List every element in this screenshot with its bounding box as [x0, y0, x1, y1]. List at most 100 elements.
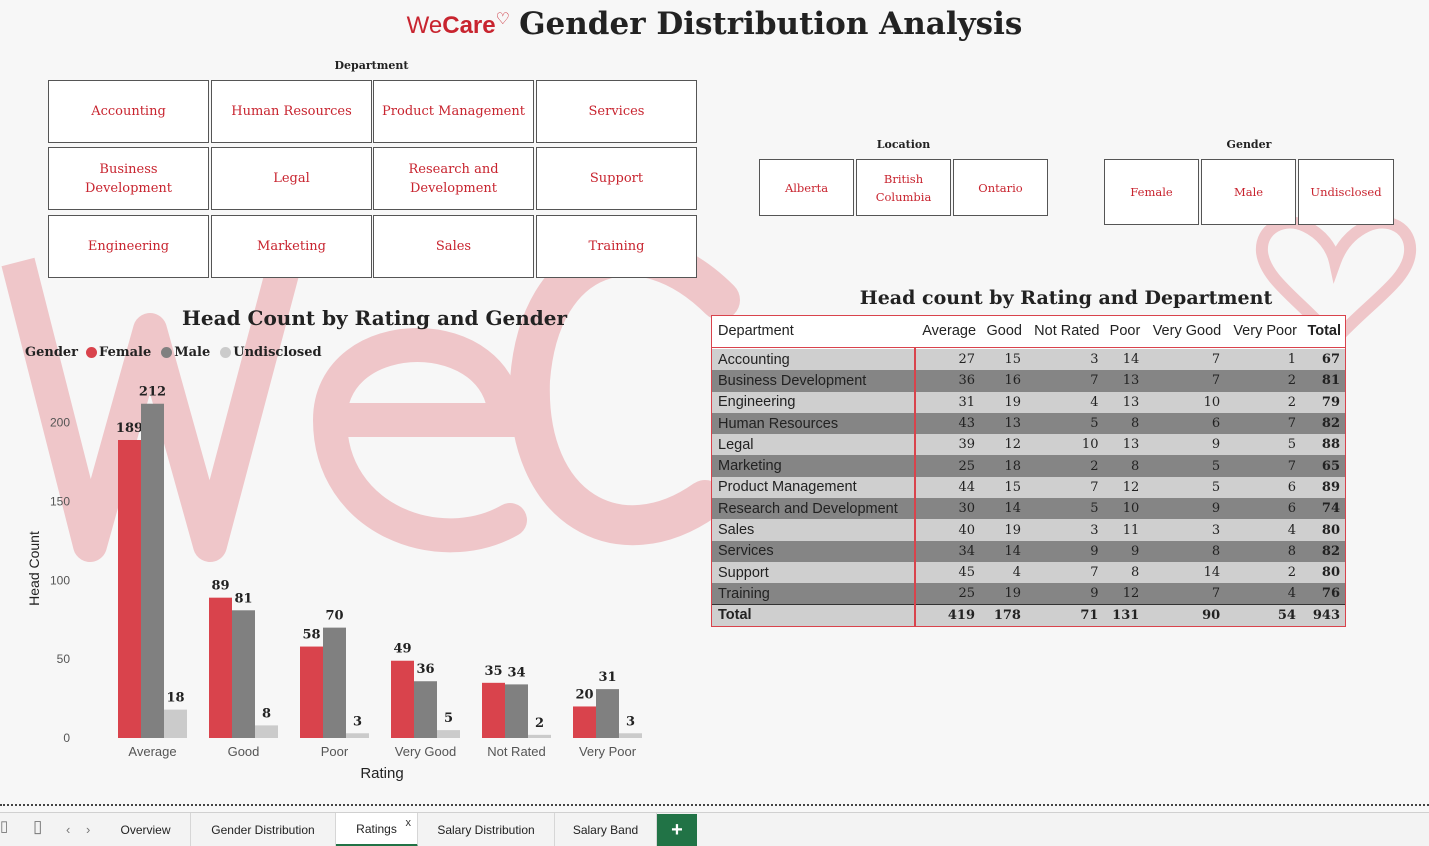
table-cell: 31 [914, 391, 981, 413]
rating-department-matrix: Department Average Good Not Rated Poor Very G… [711, 315, 1346, 627]
y-axis-label: Head Count [26, 531, 42, 606]
table-cell: 89 [1300, 476, 1345, 499]
scroll-left-icon[interactable]: ‹ [66, 822, 71, 837]
chart-legend: Gender Female Male Undisclosed [25, 345, 324, 360]
table-cell: 67 [1300, 349, 1345, 371]
row-label: Support [712, 561, 916, 584]
department-option-services[interactable]: Services [536, 80, 697, 143]
department-option-sales[interactable]: Sales [373, 215, 534, 278]
table-cell: 8 [1225, 540, 1301, 562]
close-tab-icon[interactable]: x [405, 817, 412, 829]
sheet-tab-gender-distribution[interactable]: Gender Distribution [191, 813, 336, 846]
x-tick-label: Very Good [395, 744, 456, 759]
table-row[interactable]: Business Development 36 16 7 13 7 2 81 [712, 370, 1345, 392]
column-header-very-poor[interactable]: Very Poor [1233, 323, 1297, 340]
department-option-business-development[interactable]: Business Development [48, 147, 209, 210]
gap-cell [712, 346, 916, 349]
legend-undisclosed-label[interactable]: Undisclosed [233, 345, 322, 360]
department-option-engineering[interactable]: Engineering [48, 215, 209, 278]
sheet-tab-ratings[interactable]: Ratings x [336, 813, 418, 846]
data-label: 3 [353, 714, 362, 729]
sheet-tab-label: Ratings [356, 821, 397, 836]
table-cell: 19 [980, 583, 1026, 605]
bar-female-average [118, 439, 141, 738]
location-option-ontario[interactable]: Ontario [953, 159, 1048, 216]
table-row[interactable]: Engineering 31 19 4 13 10 2 79 [712, 391, 1345, 413]
x-tick-label: Good [228, 744, 260, 759]
table-row[interactable]: Product Management 44 15 7 12 5 6 89 [712, 476, 1345, 499]
gender-option-male[interactable]: Male [1201, 159, 1296, 225]
department-option-human-resources[interactable]: Human Resources [211, 80, 372, 143]
column-header-average[interactable]: Average [922, 323, 977, 340]
table-cell: 5 [1025, 412, 1104, 435]
department-option-support[interactable]: Support [536, 147, 697, 210]
column-header-total[interactable]: Total [1307, 323, 1341, 340]
y-tick-label: 0 [63, 731, 70, 745]
header-gap-row [712, 346, 1345, 349]
table-cell: 5 [1144, 476, 1226, 499]
column-header-poor[interactable]: Poor [1109, 323, 1141, 340]
department-option-research-and-development[interactable]: Research and Development [373, 147, 534, 210]
legend-female-marker [86, 347, 98, 358]
table-total-row[interactable]: Total 419 178 71 131 90 54 943 [712, 604, 1345, 626]
table-row[interactable]: Services 34 14 9 9 8 8 82 [712, 540, 1345, 562]
table-cell: 13 [1103, 370, 1145, 392]
data-label: 3 [626, 714, 635, 729]
legend-female-label[interactable]: Female [99, 345, 152, 360]
table-cell: 9 [1025, 540, 1104, 562]
mobile-view-icon[interactable]: ▯ [33, 817, 43, 836]
table-cell: 27 [914, 349, 981, 371]
department-option-legal[interactable]: Legal [211, 147, 372, 210]
bar-undisclosed-not-rated [528, 734, 551, 738]
scroll-right-icon[interactable]: › [86, 822, 91, 837]
table-cell: 10 [1144, 391, 1226, 413]
data-label: 31 [598, 670, 616, 685]
department-option-training[interactable]: Training [536, 215, 697, 278]
sheet-tab-salary-band[interactable]: Salary Band [555, 813, 657, 846]
table-cell: 82 [1300, 540, 1345, 562]
gender-slicer-title: Gender [1226, 138, 1272, 151]
table-row[interactable]: Legal 39 12 10 13 9 5 88 [712, 434, 1345, 456]
location-option-british-columbia[interactable]: British Columbia [856, 159, 951, 216]
table-row[interactable]: Research and Development 30 14 5 10 9 6 74 [712, 498, 1345, 520]
table-cell: 39 [914, 434, 981, 456]
sheet-tab-label: Overview [120, 823, 171, 837]
sheet-tab-salary-distribution[interactable]: Salary Distribution [418, 813, 555, 846]
table-cell: 76 [1300, 583, 1345, 605]
legend-male-marker [161, 347, 173, 358]
row-label: Engineering [712, 391, 916, 413]
table-cell: 36 [914, 370, 981, 392]
gender-option-female[interactable]: Female [1104, 159, 1199, 225]
table-row[interactable]: Marketing 25 18 2 8 5 7 65 [712, 455, 1345, 477]
table-cell: 12 [1103, 583, 1145, 605]
table-cell: 79 [1300, 391, 1345, 413]
column-header-not-rated[interactable]: Not Rated [1034, 323, 1100, 340]
legend-male-label[interactable]: Male [174, 345, 211, 360]
table-row[interactable]: Training 25 19 9 12 7 4 76 [712, 583, 1345, 605]
department-option-product-management[interactable]: Product Management [373, 80, 534, 143]
row-label: Accounting [712, 349, 916, 371]
location-option-alberta[interactable]: Alberta [759, 159, 854, 216]
column-header-good[interactable]: Good [986, 323, 1022, 340]
gender-option-undisclosed[interactable]: Undisclosed [1298, 159, 1394, 225]
row-label: Business Development [712, 370, 916, 392]
table-cell: 25 [914, 583, 981, 605]
department-option-accounting[interactable]: Accounting [48, 80, 209, 143]
table-cell: 80 [1300, 519, 1345, 541]
column-header-department[interactable]: Department [718, 323, 794, 340]
x-tick-label: Poor [321, 744, 349, 759]
table-row[interactable]: Human Resources 43 13 5 8 6 7 82 [712, 412, 1345, 435]
table-cell: 9 [1025, 583, 1104, 605]
sheet-tab-overview[interactable]: Overview [101, 813, 191, 846]
sheet-view-icon[interactable]: ▯ [0, 818, 9, 835]
department-option-marketing[interactable]: Marketing [211, 215, 372, 278]
column-header-very-good[interactable]: Very Good [1152, 323, 1222, 340]
table-row[interactable]: Sales 40 19 3 11 3 4 80 [712, 519, 1345, 541]
table-row[interactable]: Support 45 4 7 8 14 2 80 [712, 561, 1345, 584]
data-label: 58 [302, 628, 320, 643]
gap-cell [1300, 346, 1345, 349]
table-row[interactable]: Accounting 27 15 3 14 7 1 67 [712, 349, 1345, 371]
table-cell: 7 [1025, 561, 1104, 584]
add-sheet-button[interactable]: + [657, 814, 697, 846]
row-label: Training [712, 583, 916, 605]
